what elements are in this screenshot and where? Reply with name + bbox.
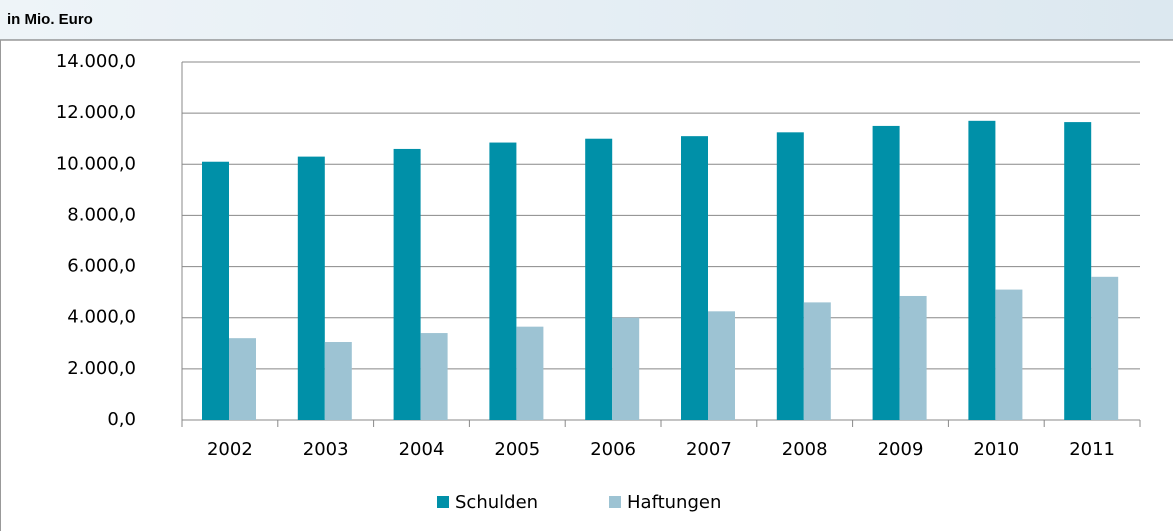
bar	[681, 136, 708, 420]
legend-swatch	[437, 496, 449, 508]
legend-label: Schulden	[455, 492, 538, 513]
bar	[803, 302, 831, 420]
bar	[393, 148, 421, 420]
chart-title: in Mio. Euro	[7, 11, 93, 28]
x-tick-label: 2009	[878, 439, 924, 460]
bar	[585, 138, 613, 420]
bar	[324, 342, 352, 420]
y-tick-label: 10.000,0	[56, 153, 136, 174]
bar	[899, 295, 927, 420]
y-tick-label: 12.000,0	[56, 102, 136, 123]
bar	[776, 132, 804, 421]
y-tick-label: 14.000,0	[56, 51, 136, 72]
x-tick-label: 2011	[1069, 439, 1115, 460]
bar	[968, 120, 996, 421]
header-band	[0, 0, 1173, 40]
x-tick-label: 2003	[303, 439, 349, 460]
bar	[297, 156, 325, 420]
bar	[202, 161, 229, 420]
bar	[612, 317, 640, 420]
bar	[1064, 122, 1092, 420]
bar	[420, 333, 448, 420]
x-tick-label: 2002	[207, 439, 253, 460]
y-tick-label: 2.000,0	[67, 358, 136, 379]
bar	[1091, 276, 1119, 420]
bar	[516, 326, 544, 420]
y-tick-label: 4.000,0	[67, 307, 136, 328]
x-tick-label: 2007	[686, 439, 732, 460]
bar	[229, 338, 256, 420]
x-tick-label: 2004	[399, 439, 445, 460]
bar	[489, 142, 517, 421]
legend-swatch	[609, 496, 621, 508]
x-tick-label: 2005	[494, 439, 540, 460]
y-tick-label: 6.000,0	[67, 256, 136, 277]
x-tick-label: 2010	[973, 439, 1019, 460]
x-tick-label: 2006	[590, 439, 636, 460]
y-tick-label: 8.000,0	[67, 204, 136, 225]
bar	[872, 125, 900, 420]
bar	[995, 289, 1023, 420]
bar	[708, 311, 735, 420]
y-tick-label: 0,0	[107, 409, 136, 430]
x-tick-label: 2008	[782, 439, 828, 460]
legend-label: Haftungen	[627, 492, 721, 513]
